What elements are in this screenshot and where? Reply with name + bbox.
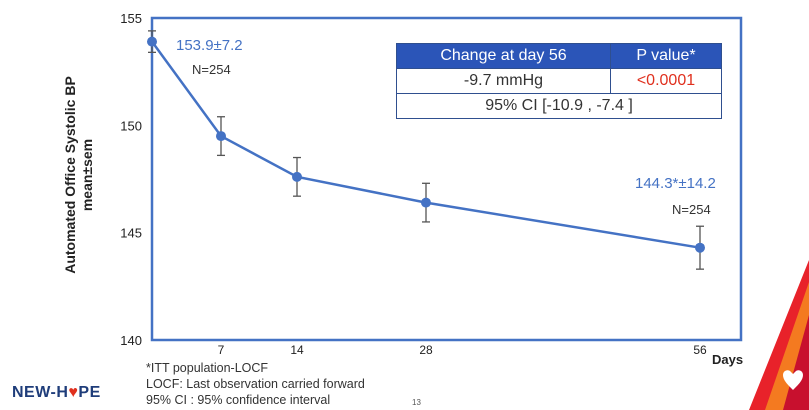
- plot-frame: [150, 16, 743, 342]
- change-value: -9.7 mmHg: [396, 68, 611, 94]
- footnote-line: *ITT population-LOCF: [146, 361, 269, 375]
- change-summary-table: Change at day 56 P value* -9.7 mmHg <0.0…: [396, 43, 723, 119]
- y-tick-label: 150: [120, 118, 142, 133]
- data-point: [216, 131, 226, 142]
- end-value-label: 144.3*±14.2: [635, 175, 716, 192]
- heart-torch-icon: [783, 370, 803, 390]
- x-tick-label: 14: [290, 343, 304, 357]
- corner-brand-art: [749, 260, 809, 410]
- p-value: <0.0001: [609, 68, 723, 94]
- y-tick-label: 140: [120, 333, 142, 348]
- y-tick-label: 145: [120, 226, 142, 241]
- end-n-label: N=254: [672, 202, 711, 217]
- data-point: [421, 197, 431, 208]
- x-axis-label: Days: [712, 352, 744, 367]
- data-point: [147, 36, 157, 47]
- footnote-line: 95% CI : 95% confidence interval: [146, 393, 331, 407]
- footnotes: *ITT population-LOCF LOCF: Last observat…: [146, 360, 365, 408]
- x-tick-label: 56: [693, 343, 707, 357]
- heart-icon: ♥: [68, 384, 79, 401]
- x-tick-label: 7: [218, 343, 225, 357]
- start-n-label: N=254: [192, 62, 231, 77]
- confidence-interval: 95% CI [-10.9 , -7.4 ]: [396, 93, 722, 119]
- table-header-change: Change at day 56: [396, 43, 611, 69]
- x-tick-label: 28: [419, 343, 433, 357]
- new-hope-logo: NEW-H♥PE: [12, 384, 101, 402]
- table-header-pvalue: P value*: [609, 43, 723, 69]
- page-number: 13: [412, 398, 421, 407]
- y-axis-label: Automated Office Systolic BP mean±sem: [62, 76, 95, 274]
- data-point: [695, 242, 705, 253]
- data-point: [292, 171, 302, 182]
- start-value-label: 153.9±7.2: [176, 37, 243, 54]
- y-tick-label: 155: [120, 11, 142, 26]
- footnote-line: LOCF: Last observation carried forward: [146, 377, 365, 391]
- logo-text-suffix: PE: [78, 384, 101, 401]
- logo-text-prefix: NEW-H: [12, 384, 69, 401]
